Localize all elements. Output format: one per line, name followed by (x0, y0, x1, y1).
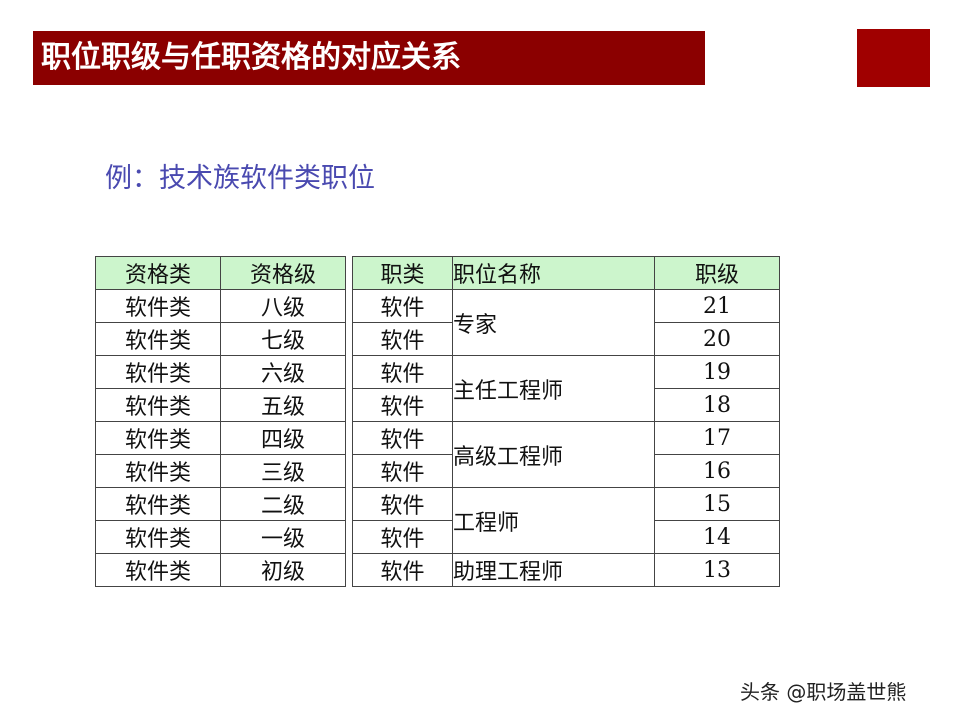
category-cell: 软件 (352, 454, 453, 488)
table-cell: 软件类 (95, 289, 221, 323)
table-cell: 六级 (220, 355, 346, 389)
table-cell: 初级 (220, 553, 346, 587)
table-row: 软件 助理工程师 13 (352, 553, 780, 587)
position-title-cell: 助理工程师 (452, 553, 655, 587)
table-cell: 一级 (220, 520, 346, 554)
category-cell: 软件 (352, 289, 453, 323)
table-row: 软件类 五级 (95, 388, 346, 422)
position-title-cell: 主任工程师 (452, 355, 655, 422)
accent-square (857, 29, 930, 87)
category-cell: 软件 (352, 487, 453, 521)
qualification-table: 资格类 资格级 软件类 八级 软件类 七级 软件类 六级 软件类 五级 软件类 四级 软件类 三级 软件… (95, 256, 346, 587)
position-title-cell: 工程师 (452, 487, 655, 554)
level-cell: 15 (654, 487, 780, 521)
table-cell: 软件类 (95, 355, 221, 389)
category-cell: 软件 (352, 388, 453, 422)
level-cell: 18 (654, 388, 780, 422)
table-cell: 五级 (220, 388, 346, 422)
table-row: 软件类 四级 (95, 421, 346, 455)
position-title-cell: 高级工程师 (452, 421, 655, 488)
level-cell: 19 (654, 355, 780, 389)
table-header-row: 资格类 资格级 (95, 256, 346, 290)
table-cell: 软件类 (95, 553, 221, 587)
table-cell: 软件类 (95, 454, 221, 488)
category-cell: 软件 (352, 520, 453, 554)
table-header-row: 职类 职位名称 职级 (352, 256, 780, 290)
job-level-table: 职类 职位名称 职级 软件 专家 21 软件 20 软件 主任工程师 19 软件 18 软件 高级工程… (352, 256, 780, 587)
table-row: 软件 工程师 15 (352, 487, 780, 554)
level-cell: 20 (654, 322, 780, 356)
table-row: 软件类 八级 (95, 289, 346, 323)
category-cell: 软件 (352, 322, 453, 356)
table-row: 软件 20 (352, 322, 780, 356)
table-cell: 软件类 (95, 421, 221, 455)
header-cell: 资格类 (95, 256, 221, 290)
category-cell: 软件 (352, 553, 453, 587)
table-row: 软件类 七级 (95, 322, 346, 356)
table-cell: 软件类 (95, 520, 221, 554)
header-cell: 资格级 (220, 256, 346, 290)
table-cell: 软件类 (95, 388, 221, 422)
table-row: 软件 高级工程师 17 (352, 421, 780, 488)
table-cell: 二级 (220, 487, 346, 521)
header-cell: 职级 (654, 256, 780, 290)
table-cell: 软件类 (95, 322, 221, 356)
table-cell: 三级 (220, 454, 346, 488)
level-cell: 21 (654, 289, 780, 323)
table-row: 软件类 二级 (95, 487, 346, 521)
table-row: 软件 主任工程师 19 (352, 355, 780, 422)
level-cell: 14 (654, 520, 780, 554)
table-row: 软件 专家 21 (352, 289, 780, 356)
header-cell: 职位名称 (452, 256, 655, 290)
header-cell: 职类 (352, 256, 453, 290)
table-row: 软件类 初级 (95, 553, 346, 587)
page-title: 职位职级与任职资格的对应关系 (33, 31, 705, 85)
table-row: 软件类 一级 (95, 520, 346, 554)
position-title-cell: 专家 (452, 289, 655, 356)
table-cell: 七级 (220, 322, 346, 356)
watermark: 头条 @职场盖世熊 (740, 680, 907, 704)
subtitle: 例：技术族软件类职位 (105, 163, 375, 194)
category-cell: 软件 (352, 421, 453, 455)
table-row: 软件类 六级 (95, 355, 346, 389)
level-cell: 13 (654, 553, 780, 587)
category-cell: 软件 (352, 355, 453, 389)
table-cell: 八级 (220, 289, 346, 323)
level-cell: 17 (654, 421, 780, 455)
level-cell: 16 (654, 454, 780, 488)
table-cell: 四级 (220, 421, 346, 455)
table-cell: 软件类 (95, 487, 221, 521)
table-row: 软件类 三级 (95, 454, 346, 488)
